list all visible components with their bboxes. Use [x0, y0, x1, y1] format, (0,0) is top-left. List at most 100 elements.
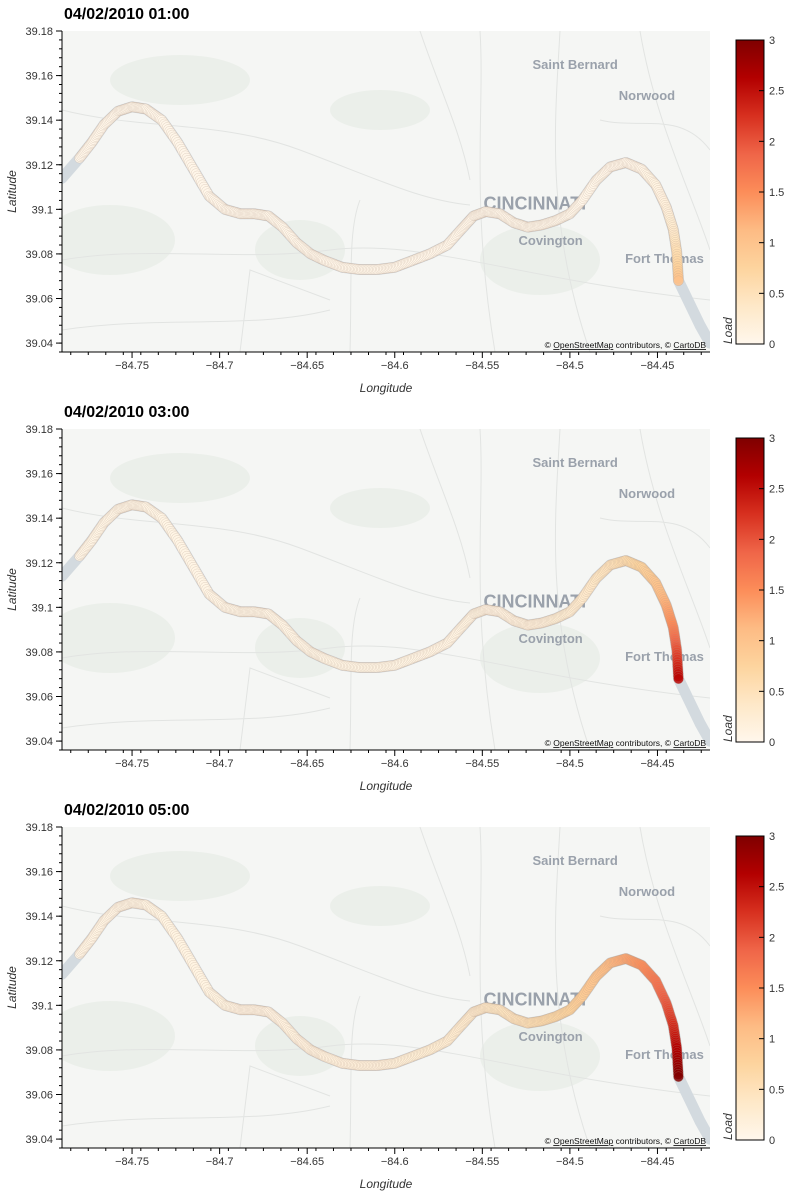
park-area: [330, 886, 430, 926]
place-label: Fort Thomas: [625, 251, 704, 266]
x-axis-title: Longitude: [360, 381, 413, 395]
place-label: Covington: [518, 631, 582, 646]
road: [62, 707, 331, 729]
x-tick-label: −84.55: [465, 758, 499, 770]
place-label: CINCINNATI: [484, 193, 587, 213]
map-plot[interactable]: Saint Bernard Norwood CINCINNATI Covington F…: [0, 796, 797, 1194]
place-label: Saint Bernard: [533, 57, 618, 72]
y-tick-label: 39.04: [25, 338, 53, 350]
y-tick-label: 39.08: [25, 249, 53, 261]
road: [479, 827, 496, 1148]
colorbar-tick-label: 3: [769, 831, 775, 843]
attribution-prefix: ©: [545, 1136, 554, 1146]
place-label: Norwood: [619, 88, 675, 103]
y-tick-label: 39.16: [25, 867, 53, 879]
map-plot[interactable]: Saint Bernard Norwood CINCINNATI Covington F…: [0, 0, 797, 398]
carto-link[interactable]: CartoDB: [673, 1136, 706, 1146]
x-tick-label: −84.45: [640, 360, 674, 372]
map-plot[interactable]: Saint Bernard Norwood CINCINNATI Covington F…: [0, 398, 797, 796]
y-tick-label: 39.04: [25, 1134, 53, 1146]
y-tick-label: 39.18: [25, 822, 53, 834]
colorbar-label: Load: [721, 1113, 735, 1140]
load-marker[interactable]: [673, 1071, 684, 1082]
road: [239, 667, 331, 750]
osm-link[interactable]: OpenStreetMap: [553, 738, 613, 748]
carto-link[interactable]: CartoDB: [673, 738, 706, 748]
road: [639, 827, 710, 1047]
road: [349, 995, 361, 1148]
place-label: Fort Thomas: [625, 1047, 704, 1062]
x-tick-label: −84.55: [465, 360, 499, 372]
y-tick-label: 39.12: [25, 160, 53, 172]
map-panel-3: 04/02/2010 05:00 Saint Bernard Norwood CIN…: [0, 796, 797, 1194]
place-label: Covington: [518, 233, 582, 248]
x-tick-label: −84.45: [640, 1156, 674, 1168]
park-area: [62, 603, 175, 673]
park-area: [330, 488, 430, 528]
load-marker[interactable]: [673, 275, 684, 286]
x-tick-label: −84.6: [381, 1156, 409, 1168]
y-tick-label: 39.08: [25, 647, 53, 659]
x-tick-label: −84.5: [556, 758, 584, 770]
place-label: CINCINNATI: [484, 989, 587, 1009]
osm-link[interactable]: OpenStreetMap: [553, 340, 613, 350]
x-tick-label: −84.65: [290, 758, 324, 770]
map-panel-2: 04/02/2010 03:00 Saint Bernard Norwood CIN…: [0, 398, 797, 796]
park-area: [330, 90, 430, 130]
colorbar-tick-label: 2.5: [769, 882, 784, 894]
park-area: [480, 623, 600, 693]
y-tick-label: 39.16: [25, 469, 53, 481]
road: [599, 915, 710, 947]
attribution-middle: contributors, ©: [613, 1136, 673, 1146]
park-area: [480, 1021, 600, 1091]
road: [419, 827, 471, 977]
load-marker[interactable]: [673, 673, 684, 684]
road: [479, 31, 496, 352]
colorbar-tick-label: 0: [769, 1135, 775, 1147]
park-area: [62, 1001, 175, 1071]
colorbar-tick-label: 0: [769, 737, 775, 749]
attribution-middle: contributors, ©: [613, 738, 673, 748]
road: [419, 31, 471, 181]
colorbar-tick-label: 2.5: [769, 86, 784, 98]
colorbar-tick-label: 2: [769, 136, 775, 148]
map-attribution: © OpenStreetMap contributors, © CartoDB: [545, 340, 707, 350]
y-tick-label: 39.06: [25, 692, 53, 704]
x-tick-label: −84.75: [115, 1156, 149, 1168]
colorbar-tick-label: 1.5: [769, 983, 784, 995]
road: [639, 429, 710, 649]
y-tick-label: 39.14: [25, 911, 53, 923]
road: [554, 827, 591, 1148]
map-attribution: © OpenStreetMap contributors, © CartoDB: [545, 738, 707, 748]
x-tick-label: −84.7: [206, 360, 234, 372]
attribution-prefix: ©: [545, 738, 554, 748]
x-tick-label: −84.5: [556, 1156, 584, 1168]
colorbar-tick-label: 0.5: [769, 288, 784, 300]
road: [479, 429, 496, 750]
attribution-prefix: ©: [545, 340, 554, 350]
road: [599, 517, 710, 549]
x-tick-label: −84.65: [290, 1156, 324, 1168]
carto-link[interactable]: CartoDB: [673, 340, 706, 350]
osm-link[interactable]: OpenStreetMap: [553, 1136, 613, 1146]
basemap: Saint Bernard Norwood CINCINNATI Covington F…: [62, 429, 710, 750]
park-area: [110, 453, 250, 503]
y-tick-label: 39.08: [25, 1045, 53, 1057]
y-axis-title: Latitude: [5, 966, 19, 1009]
road: [62, 507, 471, 604]
colorbar-tick-label: 2: [769, 932, 775, 944]
x-tick-label: −84.45: [640, 758, 674, 770]
panel-title: 04/02/2010 03:00: [64, 404, 190, 421]
y-tick-label: 39.16: [25, 71, 53, 83]
attribution-middle: contributors, ©: [613, 340, 673, 350]
x-tick-label: −84.6: [381, 758, 409, 770]
place-label: Norwood: [619, 486, 675, 501]
road: [62, 1105, 331, 1127]
load-markers: [74, 499, 684, 684]
road: [349, 597, 361, 750]
colorbar-tick-label: 2: [769, 534, 775, 546]
y-tick-label: 39.18: [25, 26, 53, 38]
road: [599, 119, 710, 151]
y-tick-label: 39.1: [32, 204, 53, 216]
y-tick-label: 39.04: [25, 736, 53, 748]
